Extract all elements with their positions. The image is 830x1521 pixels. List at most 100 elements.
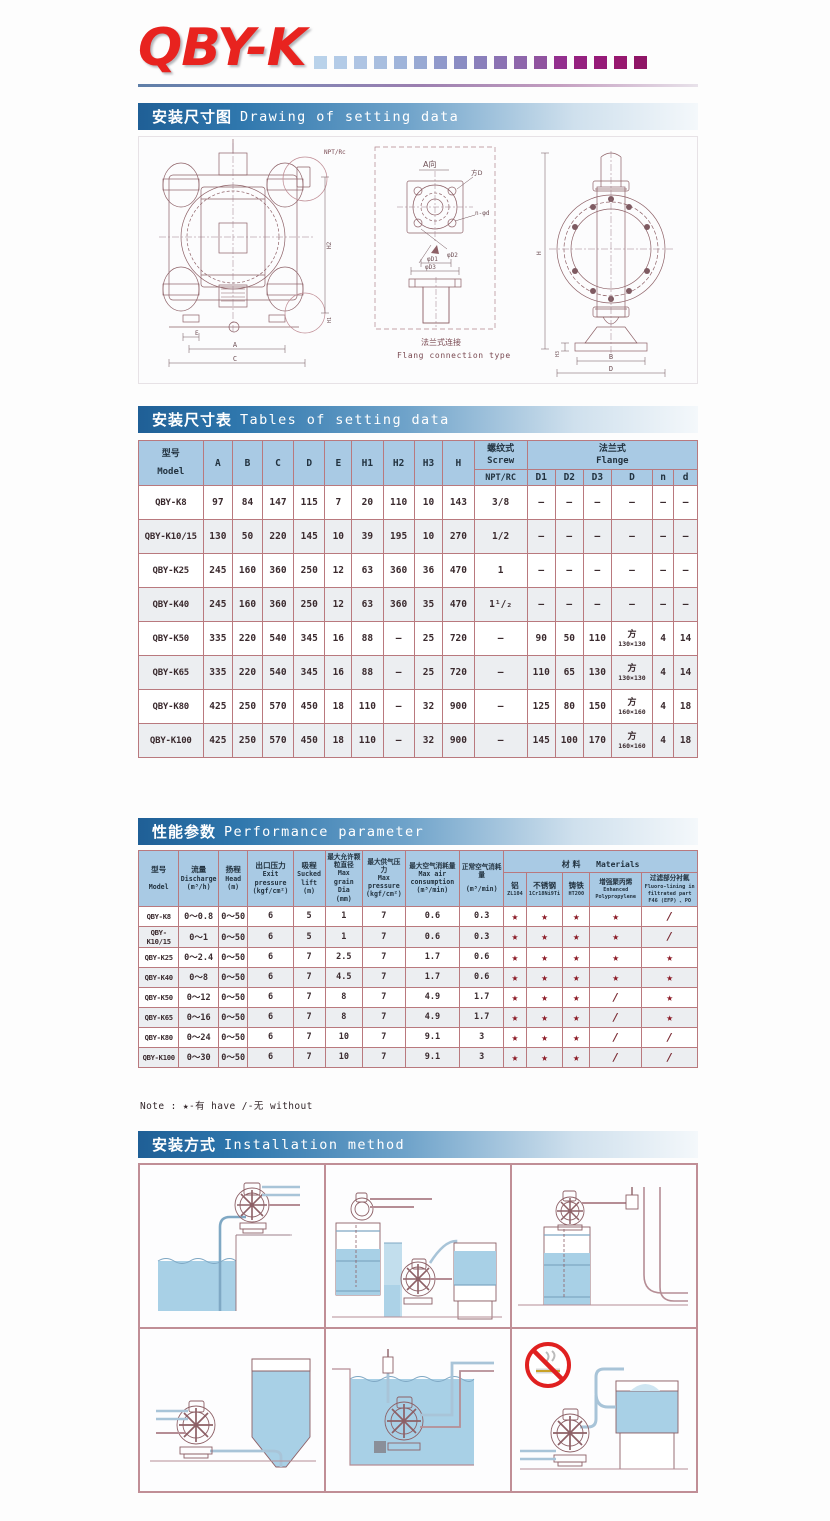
cell-exit: 6 [247, 1006, 294, 1028]
cell-exit: 6 [247, 925, 294, 948]
cell-head: 0～50 [217, 966, 249, 988]
perf-header-row-2: 铝 ZL104 不锈钢 1Cr18Ni9Ti 铸铁 HT200 增强聚丙烯 En… [139, 872, 698, 907]
cell-material-2: ★ [562, 1006, 591, 1028]
perf-col-model: 型号 Model [137, 850, 180, 907]
cell-model: QBY-K100 [137, 1046, 180, 1068]
dot-16 [634, 55, 647, 69]
cell-exit: 6 [247, 986, 294, 1008]
cell-npt: – [473, 621, 528, 656]
dim-col-n: n [652, 469, 675, 486]
cell-dsq: 方 160×160 [610, 723, 654, 758]
cell-material-3: / [589, 1046, 643, 1068]
section-title-cn: 安装尺寸表 [152, 411, 233, 429]
cell-a: 97 [202, 485, 234, 520]
cell-head: 0～50 [217, 986, 249, 1008]
pump-front-view-svg: A C E H2 H1 [159, 139, 333, 367]
cell-grain: 10 [324, 1046, 364, 1068]
cell-lift: 7 [292, 986, 326, 1008]
cell-material-3: ★ [589, 946, 643, 968]
svg-text:H1: H1 [327, 317, 333, 323]
cell-h1: 88 [351, 655, 384, 690]
table-row: QBY-K50 0～12 0～50 6 7 8 7 4.9 1.7 ★ ★ ★ / ★ [137, 986, 698, 1008]
cell-b: 160 [232, 587, 263, 622]
cell-material-0: ★ [503, 966, 527, 988]
section-title-cn: 性能参数 [152, 823, 217, 841]
cell-h: 720 [442, 621, 475, 656]
perf-col-head: 扬程 Head (m) [217, 850, 249, 907]
drawing-panel: A C E H2 H1 NPT/Rc [138, 136, 698, 384]
dot-7 [454, 55, 467, 69]
svg-text:H3: H3 [555, 351, 561, 357]
dim-col-h2: H2 [382, 440, 415, 486]
label-npt-rc: NPT/Rc [324, 149, 346, 156]
cell-a: 425 [202, 689, 234, 724]
perf-col-mat-aluminium: 铝 ZL104 [503, 872, 527, 907]
dim-table-body: QBY-K8 97 84 147 115 7 20 110 10 143 3/8– – – – – – QBY-… [138, 485, 698, 758]
cell-e: 12 [324, 553, 353, 588]
perf-col-max-grain: 最大允许颗粒直径 Max grain Dia (mm) [324, 850, 364, 907]
cell-d: 345 [293, 655, 326, 690]
cell-h3: 32 [413, 689, 444, 724]
cell-d3: – [582, 485, 612, 520]
table-row: QBY-K25 0～2.4 0～50 6 7 2.5 7 1.7 0.6 ★ ★ ★ ★ ★ [137, 946, 698, 968]
cell-dsq: – [610, 485, 654, 520]
cell-b: 160 [232, 553, 263, 588]
cell-npt: 1¹/₂ [473, 587, 528, 622]
cell-e: 16 [324, 621, 353, 656]
dot-1 [334, 55, 347, 69]
cell-model: QBY-K50 [137, 986, 180, 1008]
cell-material-3: ★ [589, 925, 643, 948]
cell-material-0: ★ [503, 946, 527, 968]
cell-grain: 1 [324, 925, 364, 948]
svg-text:φD2: φD2 [447, 252, 458, 259]
cell-airp: 7 [362, 925, 406, 948]
cell-npt: – [473, 723, 528, 758]
cell-head: 0～50 [217, 1046, 249, 1068]
cell-material-1: ★ [525, 925, 564, 948]
dot-12 [554, 55, 567, 69]
cell-normair: 3 [459, 1026, 505, 1048]
cell-grain: 1 [324, 905, 364, 927]
cell-n: 4 [652, 689, 675, 724]
cell-d3: – [582, 553, 612, 588]
cell-a: 425 [202, 723, 234, 758]
cell-a: 245 [202, 553, 234, 588]
cell-d1: – [526, 587, 556, 622]
cell-h1: 110 [351, 689, 384, 724]
cell-d-bolt: – [673, 519, 698, 554]
cell-airp: 7 [362, 966, 406, 988]
performance-parameter-table: 型号 Model 流量 Discharge (m³/h) 扬程 Head (m)… [137, 850, 698, 1068]
perf-col-mat-castiron: 铸铁 HT200 [562, 872, 591, 907]
cell-head: 0～50 [217, 1006, 249, 1028]
cell-dsq: 方 130×130 [610, 621, 654, 656]
cell-material-2: ★ [562, 986, 591, 1008]
section-title-cn: 安装方式 [152, 1136, 217, 1154]
cell-npt: 1/2 [473, 519, 528, 554]
cell-exit: 6 [247, 1046, 294, 1068]
cell-h2: – [382, 723, 415, 758]
cell-lift: 5 [292, 925, 326, 948]
cell-material-4: / [641, 925, 698, 948]
cell-d3: 110 [582, 621, 612, 656]
cell-normair: 1.7 [459, 986, 505, 1008]
perf-table-body: QBY-K8 0～0.8 0～50 6 5 1 7 0.6 0.3 ★ ★ ★ ★ / QBY-K10/15… [137, 905, 698, 1068]
cell-c: 360 [261, 553, 295, 588]
cell-c: 540 [261, 655, 295, 690]
cell-d2: 80 [554, 689, 584, 724]
cell-n: – [652, 485, 675, 520]
cell-material-2: ★ [562, 1026, 591, 1048]
cell-material-3: / [589, 1026, 643, 1048]
install-diagram-6 [520, 1342, 688, 1470]
dim-col-e: E [324, 440, 353, 486]
dim-col-h1: H1 [351, 440, 384, 486]
cell-d3: – [582, 519, 612, 554]
pump-side-view-svg: H B D H3 [536, 151, 673, 377]
dim-header-row-2: NPT/RC D1 D2 D3 D n d [139, 469, 698, 486]
cell-n: 4 [652, 621, 675, 656]
cell-h3: 25 [413, 621, 444, 656]
dim-col-d2: D2 [554, 469, 584, 486]
cell-b: 220 [232, 655, 263, 690]
cell-d2: 100 [554, 723, 584, 758]
install-panel-submerged-tank-pump [325, 1328, 511, 1492]
cell-model: QBY-K65 [138, 655, 204, 690]
